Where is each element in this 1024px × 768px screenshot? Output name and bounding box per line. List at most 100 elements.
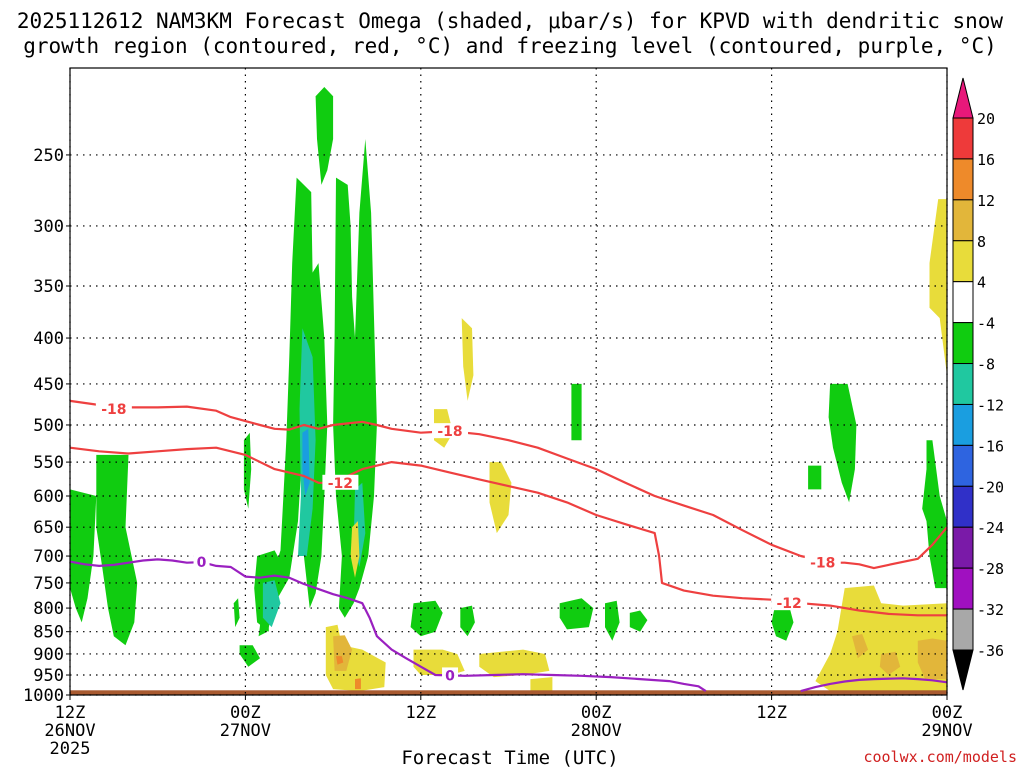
omega-region-27 xyxy=(350,521,360,578)
colorbar-label-8: -16 xyxy=(977,437,1004,455)
contour-label-dgz_top-2: -18 xyxy=(810,556,835,572)
y-axis-ticks: 2503003504004505005506006507007508008509… xyxy=(23,146,70,706)
colorbar-label-4: 4 xyxy=(977,274,986,292)
colorbar-segment-7 xyxy=(952,403,974,446)
omega-region-12 xyxy=(571,383,582,441)
x-tick-label-1-1: 27NOV xyxy=(220,721,271,741)
omega-region-8 xyxy=(233,598,240,628)
contour-label-freezing-0: 0 xyxy=(197,555,207,571)
ground-surface-strip xyxy=(70,690,947,695)
omega-region-38 xyxy=(336,656,344,665)
y-tick-250: 250 xyxy=(33,146,64,166)
omega-region-4 xyxy=(258,177,313,637)
credit-text: coolwx.com/models xyxy=(863,748,1017,766)
contour-label-freezing-1: 0 xyxy=(445,668,455,684)
colorbar-segment-9 xyxy=(952,485,974,528)
contour-label-bg-freezing-1 xyxy=(442,667,459,683)
colorbar-segment-12 xyxy=(952,608,974,651)
x-tick-label-0-0: 12Z xyxy=(55,703,86,723)
omega-region-13 xyxy=(559,598,594,630)
contour-label-dgz_bottom-0: -12 xyxy=(328,476,353,492)
omega-region-36 xyxy=(852,634,869,659)
colorbar-segment-4 xyxy=(952,281,974,324)
omega-region-15 xyxy=(629,610,648,632)
contour-label-bg-freezing-0 xyxy=(193,554,210,570)
omega-region-16 xyxy=(771,605,794,641)
omega-region-0 xyxy=(96,454,138,646)
plot-frame xyxy=(69,67,948,696)
colorbar-label-5: -4 xyxy=(977,315,995,333)
x-axis-label: Forecast Time (UTC) xyxy=(401,747,618,768)
omega-region-39 xyxy=(355,678,361,690)
colorbar: 20 16 12 8 4 -4 -8 -12 -16 -20 -24 -28 -32 -36 xyxy=(952,77,1004,691)
colorbar-label-10: -24 xyxy=(977,519,1004,537)
contour-label-bg-dgz_top-1 xyxy=(432,423,469,439)
omega-region-23 xyxy=(302,428,310,496)
colorbar-segment-8 xyxy=(952,444,974,487)
y-tick-300: 300 xyxy=(33,217,64,237)
colorbar-label-1: 16 xyxy=(977,151,995,169)
contour-label-bg-dgz_bottom-0 xyxy=(322,474,359,490)
y-tick-1000: 1000 xyxy=(23,686,64,706)
omega-region-31 xyxy=(530,677,553,692)
omega-region-14 xyxy=(605,600,620,641)
colorbar-label-7: -12 xyxy=(977,396,1004,414)
colorbar-segment-6 xyxy=(952,363,974,405)
y-tick-650: 650 xyxy=(33,518,64,538)
omega-region-11 xyxy=(460,605,475,637)
y-tick-350: 350 xyxy=(33,277,64,297)
omega-region-32 xyxy=(815,585,947,692)
omega-region-33 xyxy=(929,199,947,376)
x-tick-label-4-0: 12Z xyxy=(756,703,787,723)
omega-region-10 xyxy=(410,600,443,637)
omega-shaded-layer xyxy=(70,87,947,692)
x-tick-label-0-2: 2025 xyxy=(50,739,91,759)
colorbar-segment-10 xyxy=(952,526,974,569)
omega-region-18 xyxy=(808,465,822,490)
colorbar-label-6: -8 xyxy=(977,356,995,374)
y-tick-750: 750 xyxy=(33,574,64,594)
colorbar-label-2: 12 xyxy=(977,192,995,210)
omega-region-6 xyxy=(315,87,334,185)
colorbar-top-triangle xyxy=(952,77,974,119)
y-tick-600: 600 xyxy=(33,487,64,507)
grid-lines xyxy=(69,68,948,696)
colorbar-segment-2 xyxy=(952,199,974,242)
chart-title-line2: growth region (contoured, red, °C) and f… xyxy=(23,34,997,58)
x-tick-label-3-1: 28NOV xyxy=(571,721,622,741)
x-tick-label-3-0: 00Z xyxy=(581,703,612,723)
colorbar-label-0: 20 xyxy=(977,110,995,128)
contour-freezing2 xyxy=(800,677,948,693)
x-tick-label-0-1: 26NOV xyxy=(44,721,95,741)
omega-region-5 xyxy=(333,139,377,618)
colorbar-label-11: -28 xyxy=(977,560,1004,578)
omega-region-22 xyxy=(262,580,281,628)
omega-region-19 xyxy=(922,440,947,589)
y-tick-450: 450 xyxy=(33,375,64,395)
y-tick-800: 800 xyxy=(33,599,64,619)
omega-region-9 xyxy=(239,645,260,667)
omega-region-30 xyxy=(479,649,550,678)
colorbar-segment-1 xyxy=(952,158,974,201)
x-tick-label-5-0: 00Z xyxy=(932,703,963,723)
y-tick-850: 850 xyxy=(33,623,64,643)
contour-label-dgz_top-1: -18 xyxy=(437,424,462,440)
omega-region-26 xyxy=(489,462,512,534)
x-tick-label-1-0: 00Z xyxy=(230,703,261,723)
omega-region-37 xyxy=(879,651,901,675)
y-tick-550: 550 xyxy=(33,453,64,473)
x-tick-label-2-0: 12Z xyxy=(405,703,436,723)
y-tick-400: 400 xyxy=(33,329,64,349)
y-tick-500: 500 xyxy=(33,416,64,436)
contour-label-dgz_top-0: -18 xyxy=(101,402,126,418)
colorbar-label-3: 8 xyxy=(977,233,986,251)
contour-layer: -18 -18 -18 -12 -12 0 0 xyxy=(69,399,948,693)
omega-region-17 xyxy=(828,383,857,503)
colorbar-label-9: -20 xyxy=(977,478,1004,496)
omega-region-24 xyxy=(461,318,474,401)
colorbar-segment-3 xyxy=(952,240,974,283)
y-tick-950: 950 xyxy=(33,666,64,686)
contour-label-bg-dgz_top-2 xyxy=(804,554,841,570)
y-tick-900: 900 xyxy=(33,645,64,665)
